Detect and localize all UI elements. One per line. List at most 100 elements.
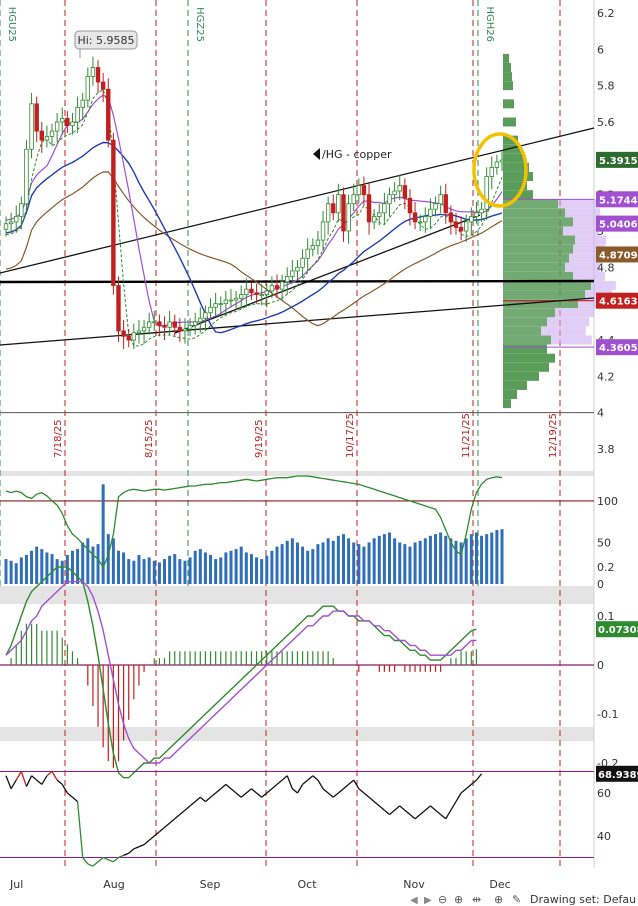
candle-body[interactable] <box>152 321 157 324</box>
volume-bar[interactable] <box>122 552 126 584</box>
candle-body[interactable] <box>361 185 367 196</box>
volume-bar[interactable] <box>382 534 386 584</box>
candle-body[interactable] <box>121 330 126 337</box>
volume-bar[interactable] <box>459 542 463 584</box>
volume-bar[interactable] <box>183 560 187 584</box>
volume-bar[interactable] <box>454 540 458 584</box>
volume-bar[interactable] <box>403 544 407 584</box>
volume-bar[interactable] <box>428 535 432 584</box>
volume-bar[interactable] <box>464 538 468 584</box>
volume-bar[interactable] <box>163 559 167 584</box>
candle-body[interactable] <box>182 328 188 332</box>
candle-body[interactable] <box>60 117 65 123</box>
candle-body[interactable] <box>228 299 234 302</box>
candle-body[interactable] <box>285 276 290 283</box>
volume-bar[interactable] <box>413 542 417 584</box>
candle-body[interactable] <box>407 197 413 214</box>
volume-bar[interactable] <box>495 530 499 584</box>
scroll-left-icon[interactable]: ◀ <box>410 895 418 906</box>
volume-bar[interactable] <box>469 534 473 584</box>
volume-bar[interactable] <box>224 552 228 584</box>
scroll-right-icon[interactable]: ▶ <box>424 895 432 906</box>
candle-body[interactable] <box>412 212 418 223</box>
volume-bar[interactable] <box>347 538 351 584</box>
candle-body[interactable] <box>320 221 326 241</box>
volume-bar[interactable] <box>86 538 90 584</box>
candle-body[interactable] <box>453 221 459 228</box>
candle-body[interactable] <box>325 203 331 223</box>
candle-body[interactable] <box>351 194 356 205</box>
candle-body[interactable] <box>239 294 244 299</box>
volume-bar[interactable] <box>260 559 264 584</box>
volume-bar[interactable] <box>127 559 131 584</box>
candle-body[interactable] <box>70 121 75 127</box>
candle-body[interactable] <box>305 248 310 259</box>
moving-average-brown[interactable] <box>5 171 503 327</box>
volume-bar[interactable] <box>367 542 371 584</box>
candle-body[interactable] <box>397 185 402 192</box>
candle-body[interactable] <box>49 130 55 137</box>
volume-bar[interactable] <box>101 484 105 584</box>
candle-body[interactable] <box>315 239 321 246</box>
volume-bar[interactable] <box>398 542 402 584</box>
candle-body[interactable] <box>433 203 438 210</box>
volume-bar[interactable] <box>321 542 325 584</box>
volume-bar[interactable] <box>219 557 223 584</box>
candle-body[interactable] <box>14 216 19 223</box>
volume-bar[interactable] <box>65 554 69 584</box>
volume-bar[interactable] <box>474 532 478 584</box>
candle-body[interactable] <box>80 99 85 108</box>
candle-body[interactable] <box>3 223 9 230</box>
candle-body[interactable] <box>131 332 137 341</box>
candle-body[interactable] <box>423 216 428 223</box>
volume-bar[interactable] <box>485 534 489 584</box>
volume-bar[interactable] <box>106 534 110 584</box>
zoom-out-icon[interactable]: ⊖ <box>438 893 447 906</box>
candle-body[interactable] <box>136 330 142 334</box>
volume-bar[interactable] <box>331 540 335 584</box>
candle-body[interactable] <box>19 203 24 217</box>
lower-channel-line[interactable] <box>0 297 595 346</box>
candle-body[interactable] <box>300 257 305 268</box>
signal-line[interactable] <box>5 581 477 764</box>
candle-body[interactable] <box>106 88 111 141</box>
volume-bar[interactable] <box>173 554 177 584</box>
horizontal-level-line[interactable] <box>0 279 595 284</box>
candle-body[interactable] <box>95 67 101 83</box>
candle-body[interactable] <box>489 167 494 177</box>
volume-bar[interactable] <box>30 550 34 584</box>
volume-bar[interactable] <box>24 554 28 584</box>
volume-bar[interactable] <box>91 546 95 584</box>
volume-bar[interactable] <box>234 549 238 584</box>
crosshair-icon[interactable]: ⊕ <box>494 893 503 906</box>
volume-bar[interactable] <box>45 552 49 584</box>
volume-bar[interactable] <box>70 550 74 584</box>
draw-icon[interactable]: ✎ <box>512 893 521 906</box>
candle-body[interactable] <box>34 103 39 132</box>
candle-body[interactable] <box>336 194 341 214</box>
volume-bar[interactable] <box>152 560 156 584</box>
volume-bar[interactable] <box>336 535 340 584</box>
volume-bar[interactable] <box>147 557 151 584</box>
candle-body[interactable] <box>464 221 469 232</box>
candle-body[interactable] <box>85 76 91 101</box>
volume-bar[interactable] <box>40 549 44 584</box>
volume-bar[interactable] <box>255 557 259 584</box>
volume-bar[interactable] <box>19 557 23 584</box>
candle-body[interactable] <box>198 317 203 323</box>
macd-line[interactable] <box>5 566 477 779</box>
candle-body[interactable] <box>382 203 387 214</box>
candle-body[interactable] <box>233 297 239 301</box>
volume-bar[interactable] <box>449 538 453 584</box>
highlight-ellipse[interactable] <box>472 132 528 208</box>
candle-body[interactable] <box>469 216 474 223</box>
volume-bar[interactable] <box>490 532 494 584</box>
candle-body[interactable] <box>264 290 269 295</box>
candle-body[interactable] <box>458 226 464 232</box>
candle-body[interactable] <box>366 194 372 223</box>
candle-body[interactable] <box>499 159 505 163</box>
candle-body[interactable] <box>90 67 96 77</box>
candle-body[interactable] <box>162 325 167 328</box>
candle-body[interactable] <box>428 208 433 217</box>
candle-body[interactable] <box>377 212 382 217</box>
